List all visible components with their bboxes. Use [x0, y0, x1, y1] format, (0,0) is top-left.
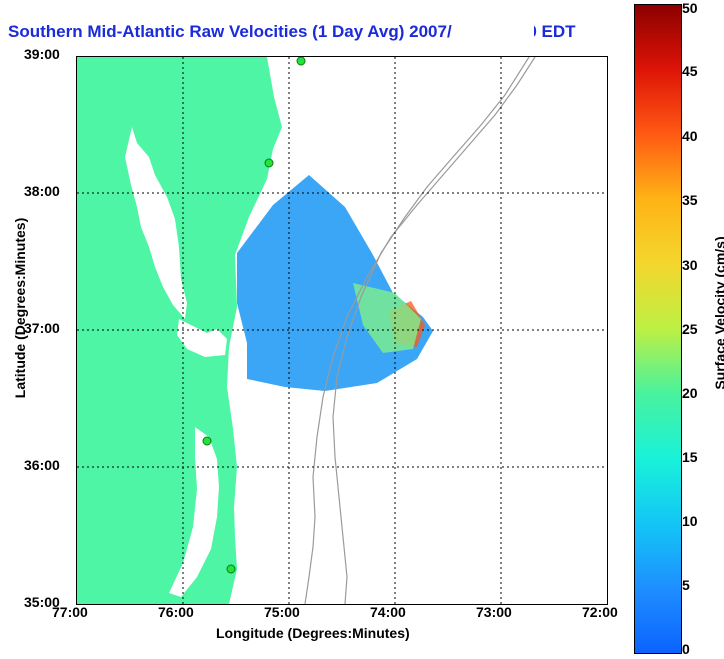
y-axis-label: Latitude (Degrees:Minutes) — [12, 217, 28, 399]
colorbar-tick-10: 10 — [682, 513, 698, 529]
colorbar — [634, 4, 682, 654]
colorbar-tick-20: 20 — [682, 385, 698, 401]
colorbar-tick-45: 45 — [682, 63, 698, 79]
map-area — [76, 56, 608, 605]
velocity-green-zone — [353, 283, 421, 353]
y-tick-3900: 39:00 — [24, 46, 60, 62]
colorbar-tick-40: 40 — [682, 128, 698, 144]
colorbar-tick-50: 50 — [682, 0, 698, 16]
station-marker — [202, 436, 212, 446]
station-marker — [296, 57, 306, 66]
velocity-field — [237, 175, 433, 391]
x-tick-7500: 75:00 — [264, 604, 300, 620]
sound-water — [169, 427, 219, 597]
x-tick-7600: 76:00 — [158, 604, 194, 620]
map-svg — [77, 57, 607, 604]
y-tick-3600: 36:00 — [24, 457, 60, 473]
bay-water — [177, 319, 227, 357]
x-tick-7200: 72:00 — [582, 604, 618, 620]
map-title: Southern Mid-Atlantic Raw Velocities (1 … — [8, 22, 576, 41]
station-marker — [226, 564, 236, 574]
y-tick-3500: 35:00 — [24, 594, 60, 610]
y-tick-3800: 38:00 — [24, 183, 60, 199]
colorbar-label: Surface Velocity (cm/s) — [712, 236, 724, 390]
colorbar-tick-30: 30 — [682, 257, 698, 273]
y-tick-3700: 37:00 — [24, 320, 60, 336]
bathymetry-contours — [304, 57, 536, 604]
x-tick-7700: 77:00 — [52, 604, 88, 620]
x-tick-7300: 73:00 — [476, 604, 512, 620]
colorbar-tick-15: 15 — [682, 449, 698, 465]
colorbar-tick-5: 5 — [682, 577, 690, 593]
colorbar-overlap-mask — [452, 20, 534, 44]
colorbar-tick-0: 0 — [682, 641, 690, 657]
radar-stations — [202, 57, 306, 574]
colorbar-tick-35: 35 — [682, 192, 698, 208]
x-axis-label: Longitude (Degrees:Minutes) — [216, 625, 410, 641]
station-marker — [264, 158, 274, 168]
colorbar-tick-25: 25 — [682, 321, 698, 337]
bay-water — [125, 127, 187, 319]
grid-lines — [77, 57, 607, 604]
x-tick-7400: 74:00 — [370, 604, 406, 620]
